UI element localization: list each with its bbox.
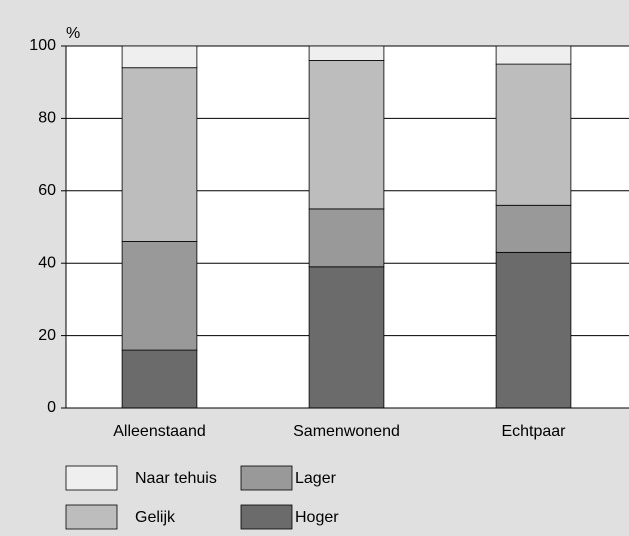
bar-segment — [308, 60, 385, 210]
y-tick-label: 80 — [38, 110, 56, 127]
y-tick-label: 40 — [38, 254, 56, 271]
bar-segment — [495, 251, 572, 409]
y-tick-label: 60 — [38, 182, 56, 199]
bar-segment — [308, 45, 385, 61]
y-tick-label: 100 — [29, 37, 56, 54]
bar-segment — [121, 45, 198, 69]
legend-swatch — [65, 465, 118, 491]
legend-swatch — [65, 504, 118, 530]
bar-segment — [308, 208, 385, 268]
bar-segment — [121, 241, 198, 351]
legend-label: Hoger — [295, 509, 339, 526]
legend-swatch — [240, 465, 293, 491]
legend-label: Lager — [295, 470, 337, 487]
legend-swatch — [240, 504, 293, 530]
y-tick-label: 20 — [38, 327, 56, 344]
x-tick-label: Samenwonend — [293, 423, 400, 440]
x-tick-label: Alleenstaand — [113, 423, 206, 440]
bar-segment — [308, 266, 385, 409]
x-tick-label: Echtpaar — [501, 423, 566, 440]
bar-segment — [495, 63, 572, 206]
legend-label: Naar tehuis — [135, 470, 217, 487]
bar-segment — [121, 349, 198, 409]
bar-segment — [121, 67, 198, 242]
y-tick-label: 0 — [47, 399, 56, 416]
bar-segment — [495, 204, 572, 253]
bar-segment — [495, 45, 572, 65]
legend-label: Gelijk — [135, 509, 176, 526]
y-axis-label: % — [66, 25, 80, 42]
